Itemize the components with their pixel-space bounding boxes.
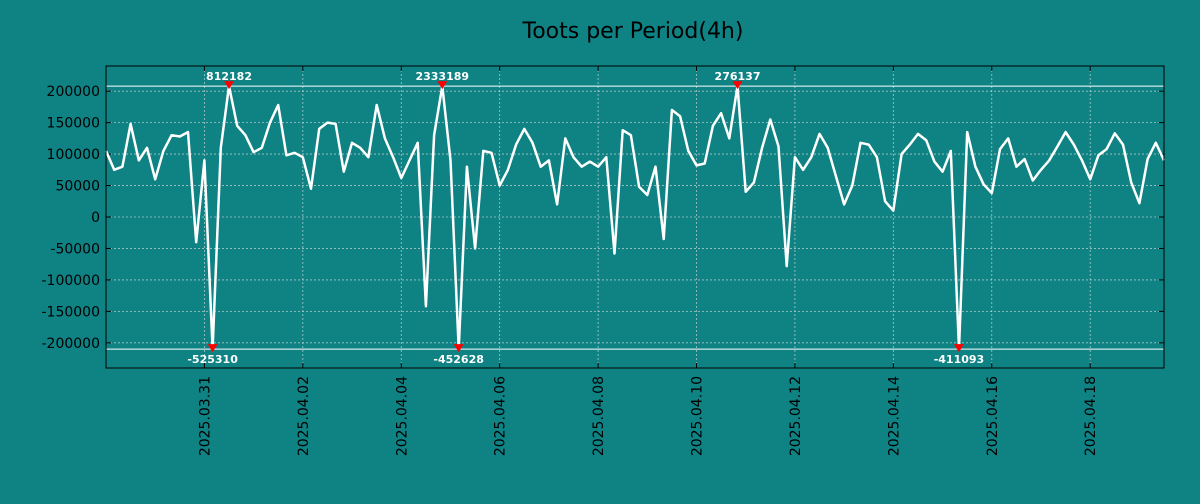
- peak-label: 812182: [206, 70, 252, 83]
- x-tick-label: 2025.04.14: [886, 376, 902, 456]
- y-tick-label: 0: [91, 210, 100, 226]
- peak-label: -525310: [187, 353, 238, 366]
- x-tick-label: 2025.04.02: [296, 376, 312, 456]
- x-tick-label: 2025.04.08: [591, 376, 607, 456]
- y-tick-label: 100000: [47, 147, 100, 163]
- clip-lines: [106, 85, 1164, 350]
- peak-marker: [453, 344, 464, 353]
- x-tick-label: 2025.04.18: [1083, 376, 1099, 456]
- x-tick-label: 2025.04.10: [690, 376, 706, 456]
- x-tick-label: 2025.04.04: [394, 376, 410, 456]
- peak-marker: [207, 344, 218, 353]
- peak-label: 2333189: [415, 70, 469, 83]
- markers-group: [207, 81, 964, 353]
- peak-label: -452628: [433, 353, 484, 366]
- x-tick-label: 2025.04.12: [788, 376, 804, 456]
- annotations-group: 812182 2333189 276137 -525310 -452628 -411093: [187, 70, 984, 366]
- peak-marker: [437, 81, 448, 90]
- peak-label: 276137: [715, 70, 761, 83]
- y-tick-label: 200000: [47, 84, 100, 100]
- y-tick-label: -150000: [42, 304, 101, 320]
- y-tick-label: 150000: [47, 116, 100, 132]
- peak-marker: [732, 81, 743, 90]
- peak-label: -411093: [934, 353, 985, 366]
- series-group: [104, 84, 1166, 351]
- y-tick-label: -50000: [50, 241, 100, 257]
- x-tick-label: 2025.04.06: [493, 376, 509, 456]
- x-axis: 2025.03.31 2025.04.02 2025.04.04 2025.04.06…: [197, 66, 1099, 456]
- y-tick-label: -100000: [42, 273, 101, 289]
- y-tick-label: 50000: [55, 179, 100, 195]
- plot-frame: [105, 65, 1165, 369]
- x-tick-label: 2025.03.31: [197, 376, 213, 456]
- series-line: [104, 84, 1166, 351]
- x-tick-label: 2025.04.16: [985, 376, 1001, 456]
- peak-marker: [953, 344, 964, 353]
- y-tick-label: -200000: [42, 336, 101, 352]
- peak-marker: [224, 81, 235, 90]
- chart-title: Toots per Period(4h): [522, 19, 744, 44]
- y-axis: 200000 150000 100000 50000 0 -50000 -100000 -15…: [42, 84, 1164, 352]
